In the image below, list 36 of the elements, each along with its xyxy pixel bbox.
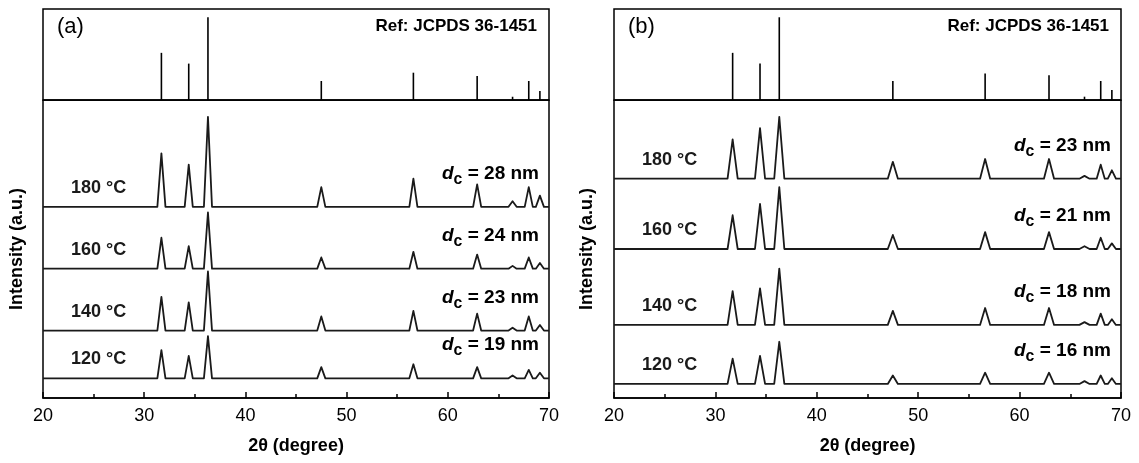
y-axis-title: Intensity (a.u.): [6, 187, 26, 311]
x-tick-label: 50: [908, 405, 929, 425]
x-axis-title: 2θ (degree): [248, 435, 344, 455]
series-label: 160 °C: [642, 219, 698, 239]
annotation: Ref: JCPDS 36-1451: [947, 16, 1109, 35]
x-tick-label: 70: [538, 405, 560, 425]
x-tick-label: 30: [134, 405, 155, 425]
annotation: d$_{c}$ = 19 nm: [442, 333, 539, 359]
x-tick-label: 60: [1009, 405, 1030, 425]
x-tick-label: 50: [336, 405, 357, 425]
annotation: d$_{c}$ = 18 nm: [1014, 280, 1111, 305]
x-tick-label: 40: [806, 405, 827, 425]
annotation: d$_{c}$ = 21 nm: [1014, 204, 1111, 229]
annotation: d$_{c}$ = 23 nm: [1014, 133, 1111, 159]
x-tick-label: 40: [235, 405, 256, 425]
x-tick-label: 20: [603, 405, 625, 425]
annotation: (a): [57, 12, 84, 38]
x-tick-label: 20: [32, 405, 54, 425]
x-tick-label: 70: [1110, 405, 1132, 425]
series-label: 180 °C: [642, 148, 698, 169]
x-tick-label: 30: [705, 405, 726, 425]
y-axis-title: Intensity (a.u.): [576, 187, 596, 311]
x-tick-label: 60: [437, 405, 458, 425]
series-label: 140 °C: [642, 294, 698, 315]
series-label: 120 °C: [642, 353, 698, 374]
annotation: d$_{c}$ = 16 nm: [1014, 339, 1111, 364]
x-axis-title: 2θ (degree): [819, 435, 916, 455]
annotation: d$_{c}$ = 28 nm: [442, 162, 539, 187]
annotation: d$_{c}$ = 24 nm: [442, 223, 539, 249]
annotation: Ref: JCPDS 36-1451: [375, 16, 537, 35]
series-label: 160 °C: [71, 238, 127, 259]
series-label: 180 °C: [71, 176, 127, 197]
annotation: (b): [628, 12, 655, 38]
annotation: d$_{c}$ = 23 nm: [442, 285, 539, 311]
series-label: 120 °C: [71, 348, 127, 369]
series-label: 140 °C: [71, 300, 127, 321]
